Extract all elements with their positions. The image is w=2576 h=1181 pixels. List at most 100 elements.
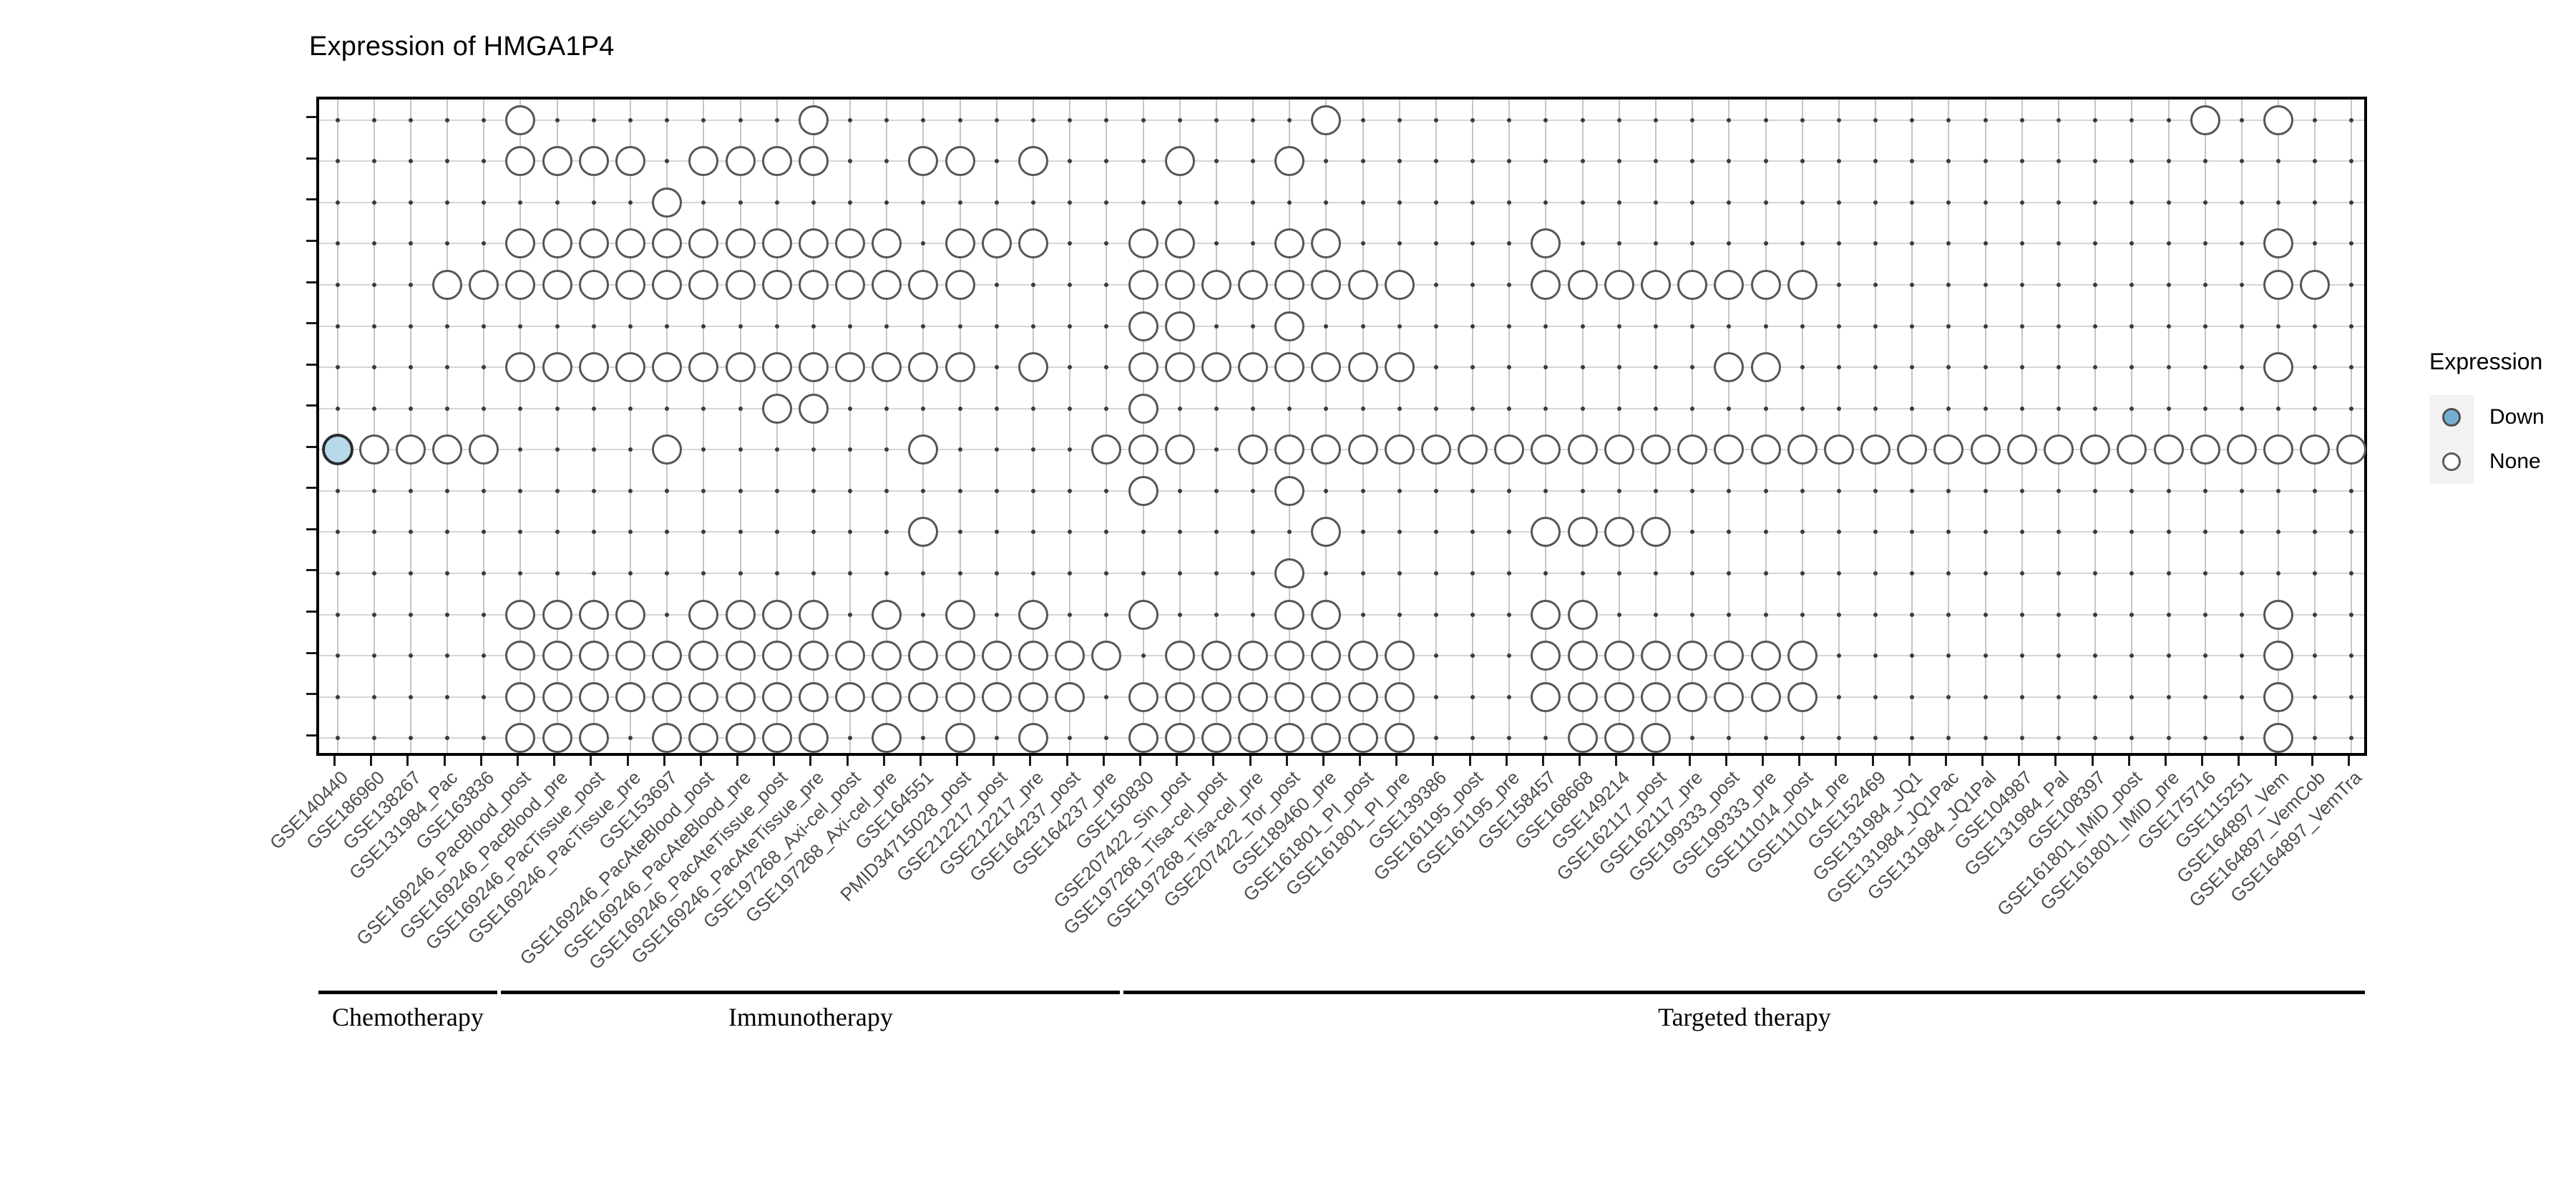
- expression-dot-none[interactable]: [1201, 723, 1231, 754]
- expression-dot-none[interactable]: [1311, 270, 1342, 301]
- expression-dot-none[interactable]: [908, 270, 939, 301]
- expression-dot-none[interactable]: [1274, 352, 1305, 383]
- expression-dot-none[interactable]: [981, 641, 1012, 671]
- expression-dot-none[interactable]: [615, 352, 646, 383]
- expression-dot-none[interactable]: [1641, 517, 1672, 548]
- expression-dot-none[interactable]: [505, 105, 536, 135]
- expression-dot-none[interactable]: [432, 270, 463, 301]
- expression-dot-none[interactable]: [1018, 681, 1048, 712]
- expression-dot-none[interactable]: [542, 723, 572, 754]
- expression-dot-none[interactable]: [1274, 228, 1305, 259]
- expression-dot-none[interactable]: [798, 270, 829, 301]
- expression-dot-none[interactable]: [761, 681, 792, 712]
- expression-dot-none[interactable]: [1531, 517, 1561, 548]
- expression-dot-none[interactable]: [1787, 434, 1818, 465]
- expression-dot-none[interactable]: [1238, 434, 1269, 465]
- expression-dot-none[interactable]: [2263, 270, 2294, 301]
- expression-dot-none[interactable]: [798, 393, 829, 424]
- expression-dot-none[interactable]: [1274, 599, 1305, 630]
- expression-dot-none[interactable]: [1787, 641, 1818, 671]
- expression-dot-none[interactable]: [1018, 228, 1048, 259]
- expression-dot-none[interactable]: [505, 228, 536, 259]
- expression-dot-none[interactable]: [1384, 352, 1415, 383]
- expression-dot-none[interactable]: [615, 146, 646, 177]
- expression-dot-none[interactable]: [615, 228, 646, 259]
- expression-dot-none[interactable]: [1420, 434, 1451, 465]
- expression-dot-none[interactable]: [945, 228, 975, 259]
- expression-dot-none[interactable]: [1164, 146, 1195, 177]
- expression-dot-none[interactable]: [578, 270, 609, 301]
- expression-dot-none[interactable]: [615, 641, 646, 671]
- expression-dot-none[interactable]: [1311, 517, 1342, 548]
- expression-dot-none[interactable]: [1164, 311, 1195, 341]
- expression-dot-none[interactable]: [1018, 146, 1048, 177]
- expression-dot-none[interactable]: [2300, 270, 2331, 301]
- expression-dot-none[interactable]: [1128, 393, 1158, 424]
- expression-dot-none[interactable]: [505, 723, 536, 754]
- expression-dot-none[interactable]: [1018, 352, 1048, 383]
- expression-dot-none[interactable]: [2263, 105, 2294, 135]
- expression-dot-none[interactable]: [578, 681, 609, 712]
- expression-dot-none[interactable]: [1823, 434, 1854, 465]
- expression-dot-none[interactable]: [1750, 681, 1781, 712]
- expression-dot-none[interactable]: [1238, 723, 1269, 754]
- expression-dot-none[interactable]: [652, 352, 683, 383]
- expression-dot-none[interactable]: [1714, 681, 1745, 712]
- expression-dot-none[interactable]: [908, 681, 939, 712]
- expression-dot-none[interactable]: [1750, 434, 1781, 465]
- expression-dot-none[interactable]: [981, 681, 1012, 712]
- legend-item[interactable]: Down: [2429, 395, 2572, 439]
- expression-dot-none[interactable]: [1494, 434, 1525, 465]
- expression-dot-none[interactable]: [1128, 681, 1158, 712]
- expression-dot-none[interactable]: [1164, 270, 1195, 301]
- expression-dot-none[interactable]: [1567, 270, 1598, 301]
- expression-dot-none[interactable]: [1347, 681, 1378, 712]
- expression-dot-none[interactable]: [798, 146, 829, 177]
- expression-dot-none[interactable]: [761, 599, 792, 630]
- expression-dot-none[interactable]: [1128, 723, 1158, 754]
- expression-dot-none[interactable]: [725, 641, 756, 671]
- expression-dot-none[interactable]: [835, 270, 866, 301]
- expression-dot-none[interactable]: [1311, 434, 1342, 465]
- expression-dot-none[interactable]: [542, 352, 572, 383]
- expression-dot-none[interactable]: [2336, 434, 2367, 465]
- expression-dot-none[interactable]: [1274, 434, 1305, 465]
- expression-dot-none[interactable]: [1311, 228, 1342, 259]
- expression-dot-none[interactable]: [1897, 434, 1928, 465]
- expression-dot-none[interactable]: [872, 352, 902, 383]
- expression-dot-none[interactable]: [615, 599, 646, 630]
- expression-dot-none[interactable]: [1274, 681, 1305, 712]
- expression-dot-none[interactable]: [1750, 352, 1781, 383]
- expression-dot-none[interactable]: [761, 641, 792, 671]
- expression-dot-none[interactable]: [1164, 723, 1195, 754]
- expression-dot-none[interactable]: [1274, 475, 1305, 506]
- expression-dot-none[interactable]: [1091, 641, 1122, 671]
- expression-dot-none[interactable]: [505, 641, 536, 671]
- expression-dot-none[interactable]: [1238, 681, 1269, 712]
- expression-dot-none[interactable]: [578, 723, 609, 754]
- expression-dot-none[interactable]: [1714, 641, 1745, 671]
- expression-dot-none[interactable]: [1311, 641, 1342, 671]
- expression-dot-none[interactable]: [2153, 434, 2184, 465]
- expression-dot-none[interactable]: [945, 270, 975, 301]
- expression-dot-none[interactable]: [2300, 434, 2331, 465]
- expression-dot-none[interactable]: [1567, 517, 1598, 548]
- expression-dot-none[interactable]: [725, 352, 756, 383]
- expression-dot-none[interactable]: [1567, 599, 1598, 630]
- expression-dot-none[interactable]: [1128, 270, 1158, 301]
- expression-dot-none[interactable]: [1274, 146, 1305, 177]
- expression-dot-none[interactable]: [835, 681, 866, 712]
- expression-dot-none[interactable]: [1384, 434, 1415, 465]
- expression-dot-none[interactable]: [1677, 434, 1708, 465]
- legend-item[interactable]: None: [2429, 439, 2572, 484]
- expression-dot-none[interactable]: [872, 270, 902, 301]
- expression-dot-none[interactable]: [1311, 599, 1342, 630]
- expression-dot-none[interactable]: [1055, 641, 1085, 671]
- expression-dot-none[interactable]: [1274, 723, 1305, 754]
- expression-dot-none[interactable]: [1641, 641, 1672, 671]
- expression-dot-none[interactable]: [798, 352, 829, 383]
- expression-dot-none[interactable]: [1274, 311, 1305, 341]
- expression-dot-none[interactable]: [1604, 641, 1634, 671]
- expression-dot-none[interactable]: [908, 641, 939, 671]
- expression-dot-none[interactable]: [1531, 228, 1561, 259]
